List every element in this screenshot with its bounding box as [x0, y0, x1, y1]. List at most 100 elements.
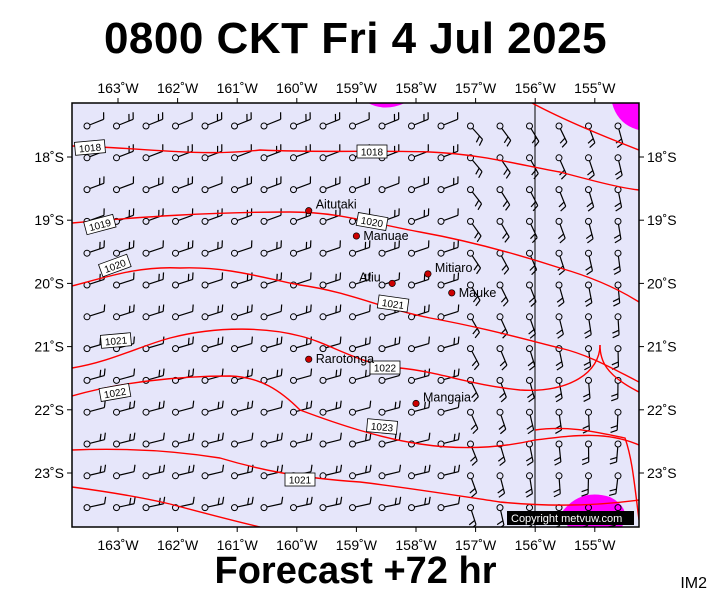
island-label: Mauke	[459, 286, 497, 300]
lon-label-bottom: 163˚W	[97, 537, 139, 553]
isobar-line	[72, 328, 601, 391]
isobar-label: 1022	[369, 360, 401, 375]
wind-barb	[201, 304, 224, 321]
lon-label-bottom: 155˚W	[574, 537, 616, 553]
wind-barb	[584, 313, 592, 339]
island-label: Rarotonga	[316, 352, 374, 366]
wind-barb	[496, 504, 505, 527]
isobar-label: 1021	[376, 294, 410, 313]
wind-barb	[172, 272, 194, 289]
island-label: Aitutaki	[316, 198, 357, 212]
island-marker: Rarotonga	[305, 352, 374, 366]
wind-barb	[581, 472, 592, 497]
wind-barb	[496, 345, 508, 371]
island-label: Mitiaro	[435, 261, 473, 275]
wind-barb	[585, 217, 594, 244]
wind-barb	[526, 345, 536, 371]
wind-barb	[584, 281, 593, 307]
wind-barb	[408, 208, 430, 225]
isobar-line	[72, 375, 639, 449]
wind-barb	[260, 336, 283, 353]
wind-barb	[201, 272, 224, 289]
wind-barb	[231, 112, 252, 130]
wind-barb	[526, 249, 538, 276]
isobar-line	[72, 145, 639, 191]
wind-barb	[319, 112, 341, 130]
wind-barb	[201, 464, 225, 480]
wind-barb	[378, 496, 402, 512]
lat-label-left: 18˚S	[34, 149, 64, 165]
lat-label-right: 18˚S	[647, 149, 677, 165]
wind-barb	[408, 496, 431, 512]
svg-text:1020: 1020	[360, 216, 384, 231]
svg-text:1021: 1021	[289, 476, 312, 487]
lon-label-bottom: 162˚W	[157, 537, 199, 553]
wind-barb	[83, 464, 107, 480]
wind-barb	[260, 400, 283, 416]
wind-barb	[526, 217, 538, 244]
lon-label-top: 161˚W	[217, 80, 259, 96]
wind-barb	[290, 432, 313, 448]
wind-barb	[142, 368, 165, 384]
wind-barb	[113, 240, 135, 257]
wind-barb	[437, 240, 459, 257]
wind-barb	[614, 154, 623, 180]
wind-barb	[378, 176, 400, 194]
wind-barb	[555, 313, 564, 339]
wind-barb	[290, 144, 311, 162]
wind-barb	[231, 144, 252, 162]
wind-barb	[613, 217, 622, 244]
lat-label-left: 23˚S	[34, 465, 64, 481]
lon-label-top: 160˚W	[276, 80, 318, 96]
wind-barb	[496, 440, 506, 467]
wind-barb	[113, 400, 136, 416]
wind-barb	[467, 313, 480, 339]
isobar-line	[72, 211, 639, 303]
wind-barb	[349, 304, 371, 321]
wind-barb	[526, 122, 540, 148]
wind-barb	[349, 400, 372, 416]
wind-barb	[142, 240, 164, 257]
svg-text:1022: 1022	[103, 387, 127, 402]
wind-barb	[113, 272, 135, 289]
rain-area	[612, 103, 639, 130]
lat-label-right: 21˚S	[647, 339, 677, 355]
wind-barb	[290, 496, 313, 512]
wind-barb	[496, 217, 510, 243]
wind-barb	[611, 376, 622, 402]
lat-label-left: 20˚S	[34, 275, 64, 291]
wind-barb	[525, 440, 534, 466]
island-marker: Manuae	[352, 229, 409, 243]
svg-text:1022: 1022	[374, 364, 397, 375]
isobar-label: 1021	[100, 332, 132, 349]
wind-barb	[610, 408, 622, 433]
wind-barb	[142, 112, 164, 130]
island-markers: Aitutaki Manuae Atiu Mitiaro Mauke Rarotonga M…	[305, 198, 497, 408]
wind-barb	[349, 496, 372, 512]
wind-barb	[260, 432, 283, 448]
lat-label-left: 21˚S	[34, 339, 64, 355]
wind-barb	[231, 304, 253, 321]
wind-barb	[260, 176, 282, 194]
wind-barb	[201, 400, 224, 416]
wind-barb	[467, 186, 483, 211]
wind-barb	[201, 240, 223, 257]
island-label: Mangaia	[423, 390, 471, 404]
wind-barb	[231, 400, 254, 416]
wind-barb	[408, 240, 430, 257]
wind-barb	[378, 240, 400, 257]
wind-barb	[496, 408, 507, 435]
wind-barb	[113, 496, 136, 512]
wind-barb	[467, 249, 482, 275]
wind-barb	[142, 400, 165, 416]
wind-barb	[408, 464, 431, 480]
wind-barb	[231, 336, 253, 353]
wind-barb	[142, 464, 166, 480]
wind-barb	[581, 440, 592, 466]
isobar-line	[72, 486, 171, 505]
svg-text:1018: 1018	[361, 148, 384, 159]
isobar-line	[534, 427, 639, 521]
wind-barb	[378, 112, 400, 130]
wind-barb	[260, 112, 282, 130]
